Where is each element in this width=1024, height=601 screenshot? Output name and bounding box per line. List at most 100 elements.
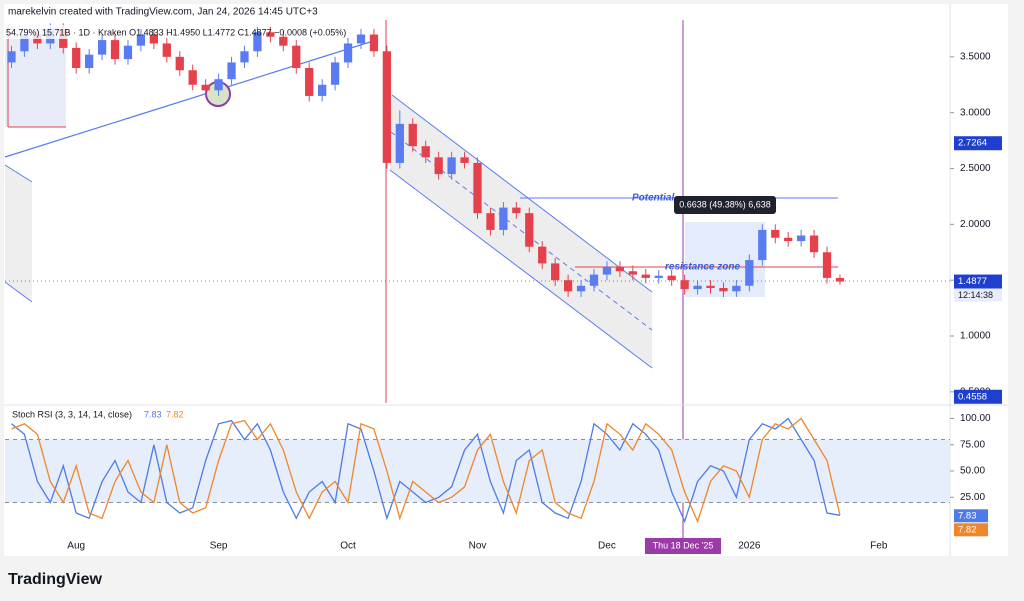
candle-body	[589, 274, 599, 286]
measure-label: 0.6638 (49.38%) 6,638	[679, 199, 771, 209]
candle-body	[175, 56, 184, 71]
candle-body	[85, 54, 94, 69]
y-tick-label: 3.0000	[960, 107, 991, 118]
y-tick-label: 1.0000	[960, 331, 991, 342]
candle-body	[654, 275, 663, 278]
candle-body	[227, 62, 236, 80]
candle-body	[136, 34, 146, 46]
candle-body	[330, 62, 340, 85]
marks: 0.50001.00001.50002.00002.50003.00003.50…	[5, 23, 1002, 552]
candle-body	[771, 229, 780, 238]
candle-body	[7, 51, 16, 63]
x-tick-label: Dec	[598, 541, 616, 552]
y-tick-label: 2.0000	[960, 219, 991, 230]
candle-body	[551, 263, 560, 281]
candle-body	[719, 287, 728, 292]
channel-left	[5, 165, 32, 302]
cursor-label-bg	[645, 538, 721, 554]
value-tag-label: 7.82	[958, 524, 977, 535]
indicator-value: 7.83	[144, 409, 162, 419]
candle-body	[693, 285, 702, 290]
candle-body	[680, 280, 689, 290]
y-tick-label: 2.5000	[960, 163, 991, 174]
attribution: marekelvin created with TradingView.com,…	[8, 7, 318, 18]
candle-body	[745, 260, 754, 286]
price-tag-label: 2.7264	[958, 138, 987, 149]
candle-body	[279, 36, 288, 46]
candle-body	[382, 51, 392, 163]
candle-body	[615, 266, 625, 272]
y-tick-label: 3.5000	[960, 51, 991, 62]
candle-body	[809, 235, 819, 253]
value-tag-label: 7.83	[958, 510, 977, 521]
candle-body	[395, 123, 404, 163]
series-line	[11, 417, 841, 524]
channel-line	[391, 94, 653, 293]
candle-body	[343, 43, 353, 63]
value-tag	[954, 523, 988, 537]
candle-body	[97, 40, 107, 55]
candle-body	[214, 79, 223, 91]
x-tick-label: Sep	[210, 541, 228, 552]
logo: TradingView	[8, 571, 103, 588]
y-tick-label: 50.00	[960, 466, 985, 477]
candle-body	[641, 274, 650, 278]
y-tick-label: 100.00	[960, 413, 991, 424]
candle-body	[796, 235, 806, 242]
price-tag-label: 1.4877	[958, 276, 987, 287]
x-tick-label: Feb	[870, 541, 888, 552]
candle-body	[784, 237, 793, 242]
candle-body	[356, 34, 366, 44]
indicator-value: 7.82	[166, 409, 184, 419]
y-tick-label: 75.00	[960, 439, 985, 450]
candle-body	[20, 34, 29, 52]
candle-body	[576, 285, 586, 292]
candle-body	[421, 146, 430, 158]
countdown: 12:14:38	[958, 290, 993, 300]
candle-body	[305, 68, 314, 96]
candle-body	[538, 246, 547, 264]
candle-body	[706, 285, 715, 288]
channel-mid	[390, 131, 653, 331]
annotation: Potential	[632, 193, 674, 204]
candle-body	[499, 207, 508, 230]
series-line	[11, 417, 841, 524]
candle-body	[758, 229, 767, 261]
candle-body	[512, 207, 521, 214]
candle-body	[525, 213, 534, 247]
value-tag	[954, 509, 988, 523]
candle-body	[486, 213, 495, 230]
annotation: resistance zone	[665, 262, 740, 273]
candle-body	[253, 32, 262, 52]
candle-body	[822, 252, 832, 278]
cursor-label: Thu 18 Dec '25	[653, 540, 714, 550]
candle-body	[434, 157, 443, 175]
price-tag	[954, 389, 1002, 404]
candle-body	[149, 34, 159, 44]
candle-body	[732, 285, 741, 292]
candle-body	[201, 84, 210, 91]
indicator-title: Stoch RSI (3, 3, 14, 14, close)	[12, 409, 132, 419]
candle-body	[188, 70, 197, 85]
channel-line	[4, 281, 33, 303]
x-tick-label: 2026	[738, 541, 761, 552]
trend-line	[4, 41, 371, 158]
price-tag-label: 0.4558	[958, 391, 987, 402]
measure-label-bg	[674, 196, 776, 214]
candle-body	[563, 280, 573, 292]
price-tag	[954, 274, 1002, 289]
countdown-bg	[954, 288, 1002, 302]
candle-body	[447, 157, 456, 175]
candle-body	[602, 266, 612, 275]
x-tick-label: Oct	[340, 541, 356, 552]
price-tag	[954, 136, 1002, 151]
candle-body	[266, 32, 275, 37]
candle-body	[369, 34, 379, 52]
legend-bg	[5, 25, 77, 39]
candle-body	[318, 84, 327, 96]
candle-body	[473, 162, 482, 214]
candle-body	[110, 40, 120, 60]
x-tick-label: Aug	[67, 541, 85, 552]
